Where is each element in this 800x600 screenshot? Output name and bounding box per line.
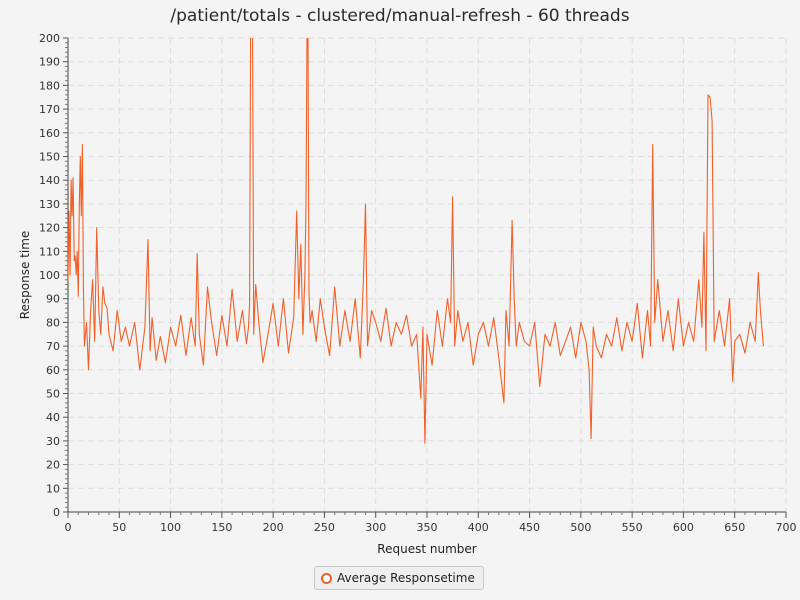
x-tick-label: 400 <box>468 521 489 534</box>
y-tick-label: 200 <box>39 32 60 45</box>
grid <box>68 37 787 512</box>
legend-marker-icon <box>321 572 332 584</box>
x-tick-label: 700 <box>776 521 797 534</box>
y-tick-label: 190 <box>39 56 60 69</box>
legend[interactable]: Average Responsetime <box>314 566 484 590</box>
x-tick-label: 100 <box>160 521 181 534</box>
x-tick-label: 500 <box>570 521 591 534</box>
y-tick-label: 60 <box>46 364 60 377</box>
y-tick-label: 30 <box>46 435 60 448</box>
y-tick-label: 80 <box>46 316 60 329</box>
y-tick-label: 0 <box>53 506 60 519</box>
x-tick-label: 650 <box>724 521 745 534</box>
y-tick-label: 140 <box>39 174 60 187</box>
y-tick-label: 160 <box>39 127 60 140</box>
x-tick-label: 200 <box>263 521 284 534</box>
ticks: 0 10 20 30 40 50 60 70 80 90 100 110 120 130 140 150 160… <box>39 32 797 534</box>
x-tick-label: 600 <box>673 521 694 534</box>
series-line <box>68 38 764 444</box>
x-tick-label: 550 <box>622 521 643 534</box>
y-tick-label: 100 <box>39 269 60 282</box>
y-tick-label: 170 <box>39 103 60 116</box>
x-tick-label: 150 <box>211 521 232 534</box>
series-group <box>68 38 764 444</box>
y-tick-label: 20 <box>46 459 60 472</box>
y-tick-label: 70 <box>46 340 60 353</box>
y-tick-label: 120 <box>39 222 60 235</box>
x-tick-label: 300 <box>365 521 386 534</box>
y-tick-label: 10 <box>46 482 60 495</box>
y-tick-label: 90 <box>46 293 60 306</box>
chart-title: /patient/totals - clustered/manual-refre… <box>170 6 630 26</box>
y-tick-label: 50 <box>46 388 60 401</box>
x-tick-label: 50 <box>112 521 126 534</box>
y-axis-label: Response time <box>18 231 32 320</box>
x-tick-label: 250 <box>314 521 335 534</box>
x-axis-label: Request number <box>377 542 476 556</box>
x-tick-label: 0 <box>65 521 72 534</box>
y-tick-label: 110 <box>39 245 60 258</box>
y-tick-label: 130 <box>39 198 60 211</box>
x-tick-label: 350 <box>417 521 438 534</box>
y-tick-label: 150 <box>39 151 60 164</box>
y-tick-label: 40 <box>46 411 60 424</box>
legend-label: Average Responsetime <box>337 571 475 585</box>
x-tick-label: 450 <box>519 521 540 534</box>
y-tick-label: 180 <box>39 79 60 92</box>
